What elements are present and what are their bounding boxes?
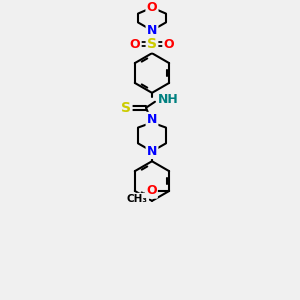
Text: O: O xyxy=(147,1,157,14)
Text: O: O xyxy=(130,38,140,51)
Text: S: S xyxy=(121,101,131,115)
Text: N: N xyxy=(147,113,157,126)
Text: O: O xyxy=(146,184,157,197)
Text: N: N xyxy=(147,24,157,37)
Text: NH: NH xyxy=(158,93,179,106)
Text: CH₃: CH₃ xyxy=(127,194,148,204)
Text: O: O xyxy=(164,38,174,51)
Text: N: N xyxy=(147,145,157,158)
Text: S: S xyxy=(147,37,157,51)
